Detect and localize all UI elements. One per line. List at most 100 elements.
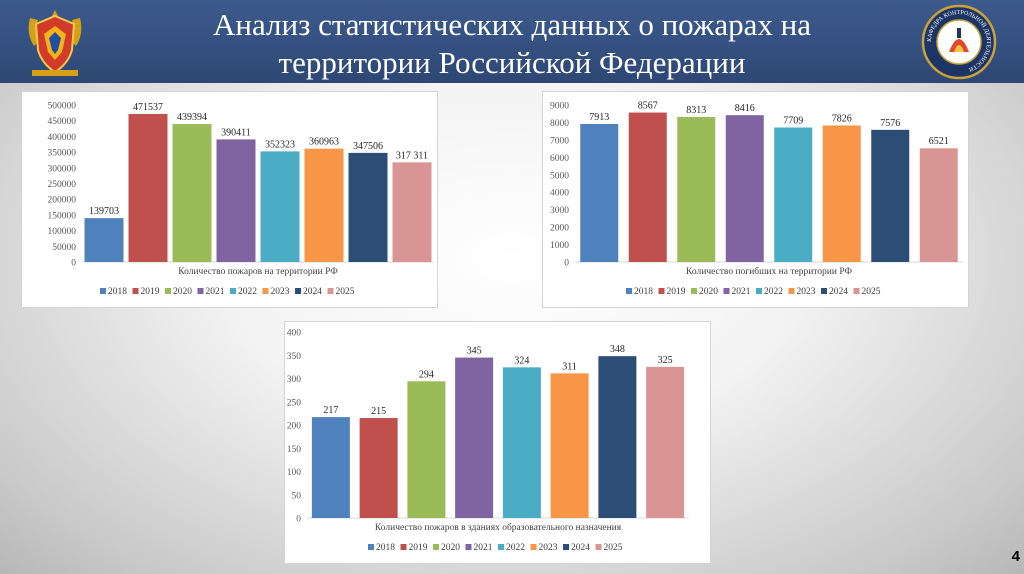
data-label-2025: 325: [658, 355, 673, 366]
data-label-2021: 8416: [735, 103, 755, 114]
legend-label-2022: 2022: [764, 287, 783, 297]
y-tick-label: 100000: [48, 227, 77, 237]
data-label-2019: 8567: [638, 101, 658, 112]
y-tick-label: 5000: [550, 171, 569, 181]
legend-swatch-2022: [756, 288, 762, 294]
bar-2024: [598, 356, 637, 518]
data-label-2025: 6521: [929, 136, 949, 147]
data-label-2023: 311: [562, 361, 577, 372]
legend-label-2024: 2024: [571, 543, 590, 553]
bar-2018: [580, 123, 619, 262]
legend-swatch-2025: [853, 288, 860, 294]
data-label-2023: 360963: [309, 137, 339, 148]
bar-2022: [774, 127, 813, 262]
y-tick-label: 1000: [550, 241, 569, 251]
y-tick-label: 250: [287, 398, 302, 408]
legend-label-2019: 2019: [409, 543, 428, 553]
legend-label-2019: 2019: [667, 287, 686, 297]
legend-swatch-2019: [658, 288, 665, 294]
legend-swatch-2024: [821, 288, 827, 294]
bar-2022: [260, 151, 300, 262]
legend-label-2019: 2019: [141, 287, 160, 297]
legend-swatch-2020: [165, 288, 171, 294]
legend-label-2025: 2025: [862, 287, 881, 297]
y-tick-label: 0: [296, 515, 301, 525]
legend-label-2024: 2024: [829, 287, 848, 297]
title-line-1: Анализ статистических данных о пожарах н…: [213, 7, 811, 42]
y-tick-label: 300: [287, 375, 302, 385]
data-label-2024: 348: [610, 344, 625, 355]
chart-deaths-rf-svg: 0 1000 2000 3000 4000 5000 6000 7000 8000 9000 791…: [550, 101, 963, 297]
legend-label-2018: 2018: [634, 287, 653, 297]
legend-swatch-2018: [626, 288, 632, 294]
legend-swatch-2019: [132, 288, 139, 294]
legend-label-2024: 2024: [303, 287, 322, 297]
data-label-2024: 347506: [353, 141, 383, 152]
title-line-2: территории Российской Федерации: [278, 45, 746, 80]
bar-2018: [311, 417, 350, 518]
slide-header: Анализ статистических данных о пожарах н…: [0, 0, 1024, 83]
y-tick-label: 150000: [48, 211, 77, 221]
data-label-2022: 324: [514, 355, 529, 366]
bar-2025: [919, 148, 958, 262]
data-label-2020: 294: [419, 369, 434, 380]
chart-fires-rf: 0 50000 100000 150000 200000 250000 300000 3500…: [21, 91, 438, 308]
data-label-2023: 7826: [832, 113, 852, 124]
department-seal-icon: КАФЕДРА КОНТРОЛЬНОЙ ДЕЯТЕЛЬНОСТИ: [921, 4, 997, 80]
y-tick-label: 350000: [48, 149, 77, 159]
legend-swatch-2022: [230, 288, 236, 294]
bar-2023: [822, 125, 861, 262]
y-tick-label: 2000: [550, 224, 569, 234]
x-axis-label: Количество пожаров на территории РФ: [178, 267, 338, 277]
legend-swatch-2023: [262, 288, 269, 294]
data-label-2020: 439394: [177, 112, 207, 123]
legend-label-2023: 2023: [797, 287, 816, 297]
y-tick-label: 250000: [48, 180, 77, 190]
legend-swatch-2018: [100, 288, 106, 294]
y-tick-label: 350: [287, 352, 302, 362]
y-tick-label: 3000: [550, 206, 569, 216]
chart-fires-education: 0 50 100 150 200 250 300 350 400 217 215 294 345 324 3…: [284, 321, 711, 564]
bar-2018: [84, 218, 124, 262]
bar-2020: [677, 116, 716, 262]
y-tick-label: 100: [287, 468, 302, 478]
data-label-2019: 215: [371, 406, 386, 417]
data-label-2018: 139703: [89, 206, 119, 217]
bar-2024: [348, 152, 388, 262]
legend-swatch-2020: [691, 288, 697, 294]
legend-label-2025: 2025: [604, 543, 623, 553]
legend-swatch-2018: [368, 544, 374, 550]
data-label-2018: 217: [323, 405, 338, 416]
data-label-2021: 390411: [221, 127, 251, 138]
data-label-2024: 7576: [880, 118, 900, 129]
y-tick-label: 6000: [550, 154, 569, 164]
legend-swatch-2021: [723, 288, 730, 294]
bar-2023: [304, 148, 344, 262]
y-tick-label: 50: [292, 491, 302, 501]
data-label-2022: 352323: [265, 139, 295, 150]
y-tick-label: 150: [287, 445, 302, 455]
y-tick-label: 4000: [550, 189, 569, 199]
legend-label-2018: 2018: [376, 543, 395, 553]
bar-2021: [455, 357, 494, 518]
y-tick-label: 400: [287, 329, 302, 339]
page-number: 4: [1011, 548, 1020, 565]
y-tick-label: 450000: [48, 117, 77, 127]
bar-2025: [646, 366, 685, 518]
y-tick-label: 500000: [48, 102, 77, 112]
data-label-2022: 7709: [783, 116, 803, 127]
legend-label-2021: 2021: [732, 287, 751, 297]
bar-2021: [216, 139, 256, 262]
legend-swatch-2020: [433, 544, 439, 550]
data-label-2019: 471537: [133, 102, 163, 113]
y-tick-label: 200: [287, 422, 302, 432]
chart-deaths-rf: 0 1000 2000 3000 4000 5000 6000 7000 8000 9000 791…: [542, 91, 969, 308]
data-label-2020: 8313: [686, 105, 706, 116]
bar-2022: [502, 367, 541, 518]
slide-title: Анализ статистических данных о пожарах н…: [120, 6, 904, 82]
y-tick-label: 0: [564, 259, 569, 269]
legend-label-2020: 2020: [699, 287, 718, 297]
chart-fires-education-svg: 0 50 100 150 200 250 300 350 400 217 215 294 345 324 3…: [287, 329, 689, 553]
data-label-2018: 7913: [589, 112, 609, 123]
y-tick-label: 7000: [550, 136, 569, 146]
